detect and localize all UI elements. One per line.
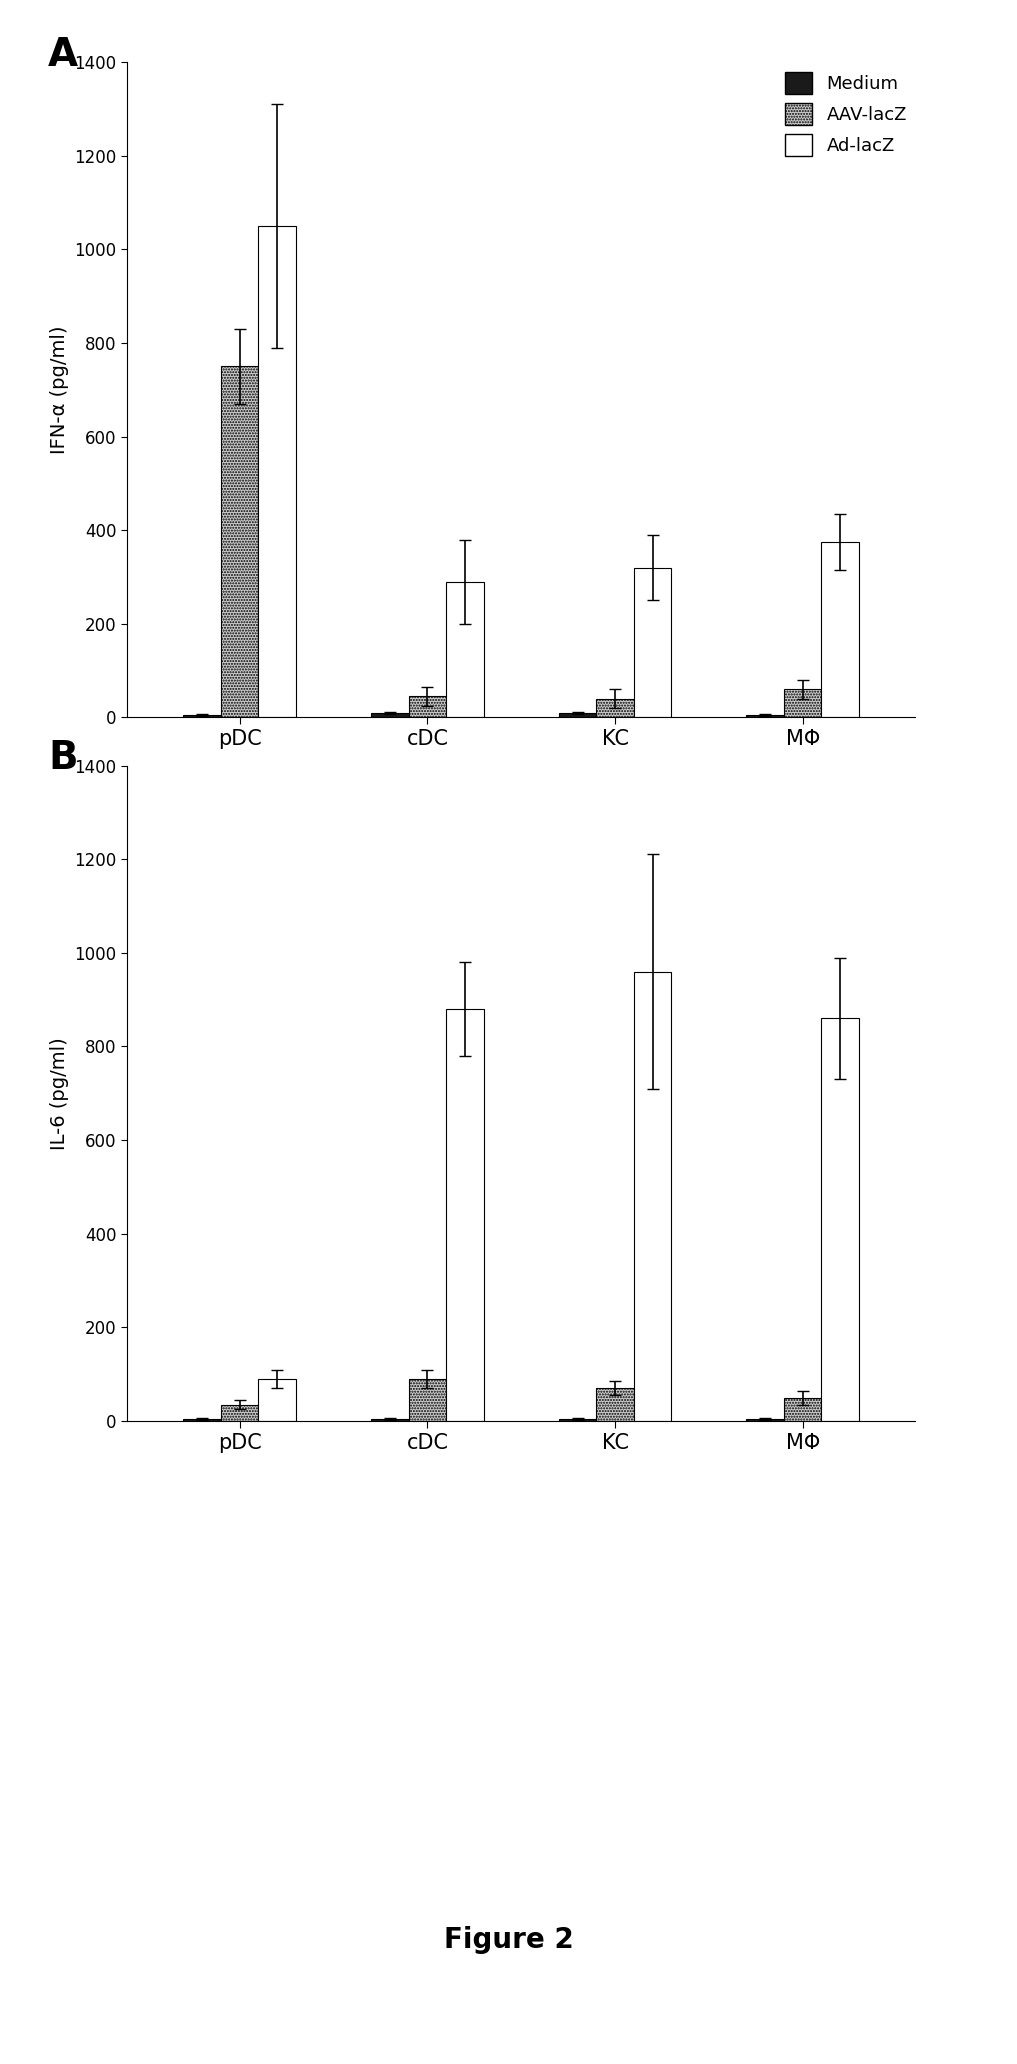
Y-axis label: IFN-α (pg/ml): IFN-α (pg/ml) — [50, 326, 69, 454]
Bar — [822, 543, 859, 718]
Bar — [183, 1418, 221, 1422]
Y-axis label: IL-6 (pg/ml): IL-6 (pg/ml) — [50, 1036, 69, 1150]
Bar — [409, 1379, 446, 1422]
Bar — [558, 1418, 596, 1422]
Text: A: A — [48, 35, 78, 74]
Bar — [784, 1397, 822, 1422]
Bar — [596, 700, 634, 718]
Bar — [371, 1418, 409, 1422]
Bar — [409, 696, 446, 718]
Bar — [746, 1418, 784, 1422]
Bar — [258, 1379, 296, 1422]
Bar — [183, 714, 221, 718]
Bar — [634, 568, 671, 718]
Bar — [634, 972, 671, 1422]
Text: Figure 2: Figure 2 — [443, 1926, 574, 1955]
Text: B: B — [48, 739, 78, 778]
Bar — [371, 712, 409, 718]
Bar — [446, 1009, 484, 1422]
Bar — [221, 1406, 258, 1422]
Bar — [558, 712, 596, 718]
Bar — [784, 689, 822, 718]
Bar — [446, 582, 484, 718]
Bar — [822, 1018, 859, 1422]
Bar — [258, 225, 296, 718]
Legend: Medium, AAV-lacZ, Ad-lacZ: Medium, AAV-lacZ, Ad-lacZ — [778, 64, 914, 163]
Bar — [596, 1389, 634, 1422]
Bar — [746, 714, 784, 718]
Bar — [221, 365, 258, 718]
